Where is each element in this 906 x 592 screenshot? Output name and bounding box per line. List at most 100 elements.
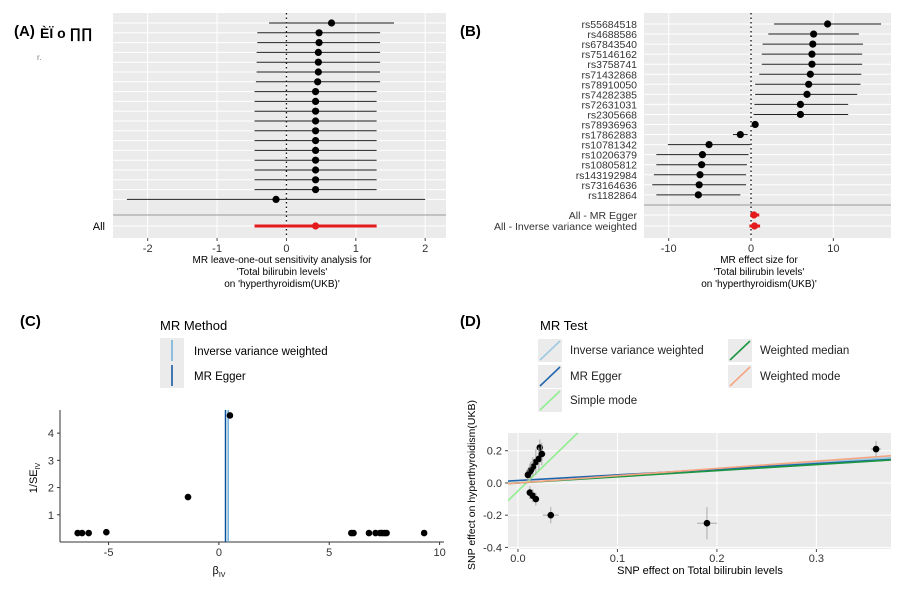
panel-d-ylabel: SNP effect on hyperthyroidism(UKB) — [466, 400, 478, 570]
panel-a-point-10 — [311, 117, 320, 125]
panel-d-point-7 — [524, 471, 532, 479]
panel-d-background — [508, 433, 891, 549]
panel-c-point-0 — [226, 412, 234, 419]
panel-a-point-11 — [311, 127, 320, 135]
panel-a-xtick-label-3: 1 — [353, 243, 359, 255]
panel-c-xlabel-sub: IV — [219, 572, 226, 579]
panel-a-point-7 — [311, 88, 320, 96]
panel-c-point-3 — [78, 529, 86, 537]
panel-c-ytick-label-0: 1 — [48, 510, 54, 522]
panel-b-snp-label-16: rs73164636 — [582, 180, 638, 192]
panel-b-snp-label-10: rs78936963 — [582, 120, 638, 132]
panel-b-summary-point-1 — [750, 222, 759, 230]
panel-d-xtick-label-3: 0.3 — [809, 553, 824, 565]
panel-b-snp-label-12: rs10781342 — [582, 140, 638, 152]
panel-c-ylabel-main: 1/SE — [28, 469, 40, 493]
panel-d-xtick-label-1: 0.1 — [610, 553, 625, 565]
panel-b-point-7 — [803, 90, 811, 98]
panel-a-x-ticks: -2 -1 0 1 2 — [143, 238, 428, 255]
panel-d-fit-line-2 — [508, 433, 579, 502]
panel-c-legend-title: MR Method — [160, 318, 227, 333]
panel-d-legend: Inverse variance weighted MR Egger Simple … — [538, 339, 849, 412]
panel-a-xtick-label-4: 2 — [422, 243, 428, 255]
panel-d-point-6 — [538, 450, 546, 458]
panel-a-xtick-label-0: -2 — [143, 243, 153, 255]
panel-c-ytick-label-1: 2 — [48, 483, 54, 495]
panel-d-fit-line-4 — [508, 454, 891, 485]
panel-c-legend-egger: MR Egger — [194, 371, 246, 383]
panel-d-ytick-label-1: -0.2 — [483, 510, 502, 522]
panel-b-snp-label-0: rs55684518 — [582, 19, 638, 31]
panel-b-letter: (B) — [460, 23, 481, 40]
panel-b-point-16 — [695, 181, 703, 189]
panel-b-snp-label-13: rs10206379 — [582, 150, 638, 162]
panel-d-point-12 — [703, 519, 711, 527]
panel-b-xlabel-line1: MR effect size for — [720, 255, 798, 266]
panel-b-snp-label-8: rs72631031 — [582, 99, 638, 111]
panel-b-background — [644, 13, 891, 238]
panel-d-point-5 — [535, 455, 543, 463]
panel-c-point-4 — [85, 529, 92, 537]
panel-c-xtick-label-0: -5 — [104, 547, 114, 559]
panel-d-legend-key-2 — [539, 390, 561, 411]
panel-d-legend-label-2: Simple mode — [570, 395, 637, 407]
panel-b-snp-label-2: rs67843540 — [582, 39, 638, 51]
panel-a-letter: (A) — [14, 23, 35, 40]
panel-a-point-15 — [311, 166, 320, 174]
panel-a-row-label-fragment: ЀЇ ο ∏∏ — [40, 25, 93, 42]
panel-a-leave-one-out: ЀЇ ο ∏∏ r. All -2 -1 0 1 2 MR leave-one-out … — [37, 13, 446, 290]
panel-a-point-2 — [315, 39, 323, 47]
panel-d-ytick-label-0: -0.4 — [483, 542, 502, 554]
panel-a-row-label-faint: r. — [37, 53, 41, 62]
panel-a-point-6 — [314, 78, 322, 86]
panel-b-x-ticks: -10 0 10 — [661, 238, 839, 255]
panel-d-legend-label-4: Weighted mode — [760, 371, 840, 383]
panel-b-point-13 — [698, 151, 707, 159]
panel-c-point-8 — [365, 529, 373, 537]
panel-a-all-point — [311, 222, 320, 230]
panel-a-point-4 — [314, 58, 322, 66]
panel-a-point-13 — [311, 146, 320, 154]
panel-a-xlabel-line1: MR leave-one-out sensitivity analysis fo… — [193, 255, 373, 266]
panel-d-legend-title: MR Test — [540, 318, 588, 333]
panel-c-xtick-label-3: 10 — [433, 547, 445, 559]
panel-d-legend-label-3: Weighted median — [760, 345, 849, 357]
panel-a-xlabel-line3: on 'hyperthyroidism(UKB)' — [224, 279, 340, 290]
panel-b-xtick-label-1: 0 — [748, 243, 754, 255]
panel-b-point-15 — [696, 171, 704, 179]
panel-d-legend-key-1 — [539, 366, 561, 387]
panel-b-summary-point-0 — [750, 211, 758, 219]
panel-a-marks — [113, 13, 446, 238]
panel-a-point-17 — [311, 186, 320, 194]
panel-c-ytick-label-3: 4 — [48, 428, 54, 440]
panel-a-point-14 — [311, 156, 320, 164]
panel-c-point-5 — [103, 528, 110, 536]
panel-a-xtick-label-1: -1 — [212, 243, 222, 255]
panel-b-xlabel-line3: on 'hyperthyroidism(UKB)' — [701, 279, 817, 290]
panel-d-xtick-label-0: 0.0 — [510, 553, 525, 565]
panel-d-legend-key-4 — [729, 366, 751, 387]
panel-b-point-10 — [751, 120, 759, 129]
panel-c-point-7 — [350, 529, 357, 537]
panel-d-point-11 — [547, 511, 555, 519]
panel-d-xlabel: SNP effect on Total bilirubin levels — [617, 565, 783, 577]
panel-d-clipped-layer — [508, 433, 891, 540]
panel-d-point-13 — [872, 445, 880, 453]
panel-b-marks — [644, 13, 891, 238]
panel-b-snp-label-7: rs74282385 — [582, 89, 638, 101]
panel-a-point-16 — [311, 176, 320, 184]
panel-c-ytick-label-2: 3 — [48, 455, 54, 467]
panel-d-legend-label-1: MR Egger — [570, 371, 622, 383]
panel-b-summary-label-0: All - MR Egger — [569, 210, 638, 222]
panel-a-point-0 — [327, 19, 336, 27]
panel-c-funnel: MR Method Inverse variance weighted MR E… — [28, 318, 446, 579]
panel-d-ytick-label-2: 0.0 — [487, 478, 502, 490]
panel-d-legend-key-3 — [729, 340, 751, 361]
panel-c-xlabel: βIV — [213, 565, 226, 579]
panel-b-point-17 — [694, 191, 702, 199]
panel-d-point-10 — [532, 495, 540, 503]
panel-b-snp-label-1: rs4688586 — [587, 29, 637, 41]
panel-b-point-14 — [698, 161, 706, 169]
panel-a-all-label: All — [93, 221, 105, 233]
